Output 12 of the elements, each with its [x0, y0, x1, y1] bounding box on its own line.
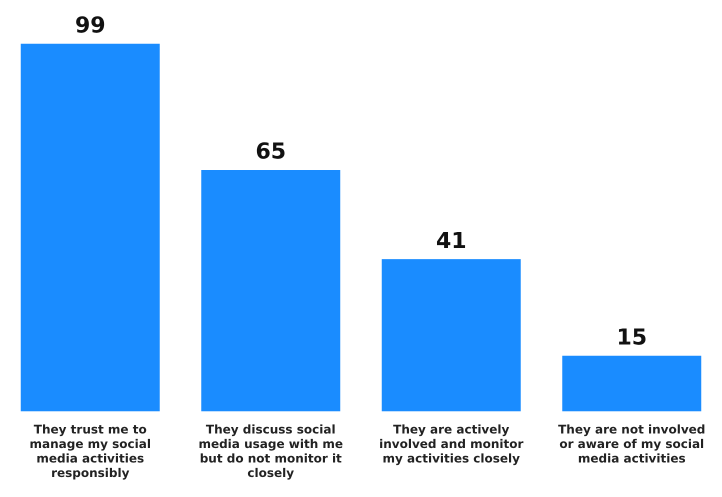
data-label: 65 — [255, 140, 286, 165]
x-tick-label: They are not involved or aware of my social media activities — [558, 422, 706, 466]
bar — [201, 170, 340, 412]
bar — [382, 259, 521, 412]
x-tick-label: They are actively involved and monitor my activities closely — [379, 422, 524, 466]
x-tick-label: They discuss social media usage with me but do not monitor it closely — [198, 422, 344, 480]
x-tick-label: They trust me to manage my social media activities responsibly — [30, 422, 151, 480]
data-label: 15 — [616, 325, 648, 350]
data-label: 99 — [74, 13, 106, 38]
data-label: 41 — [436, 228, 467, 254]
bar — [20, 44, 160, 412]
bar — [562, 356, 702, 412]
